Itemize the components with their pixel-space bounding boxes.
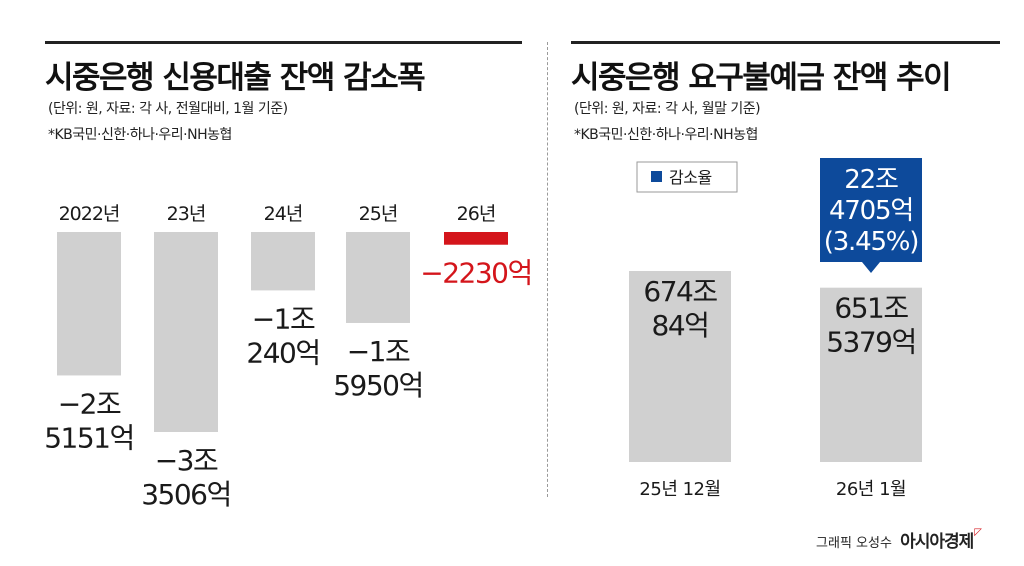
callout-pointer	[862, 262, 880, 273]
left-panel: 시중은행 신용대출 잔액 감소폭 (단위: 원, 자료: 각 사, 전월대비, …	[0, 0, 540, 510]
data-label: −1조	[347, 335, 410, 368]
legend-swatch-icon	[651, 171, 662, 182]
left-subtitle: (단위: 원, 자료: 각 사, 전월대비, 1월 기준)	[48, 101, 288, 117]
data-label: −1조	[252, 302, 315, 335]
data-label: −2조	[58, 387, 121, 420]
top-rule	[571, 41, 1000, 44]
data-label: 3506억	[141, 478, 231, 510]
callout-label: (3.45%)	[824, 227, 918, 257]
category-label: 2022년	[59, 203, 120, 225]
data-label: 5950억	[333, 369, 423, 402]
data-label: 674조	[643, 275, 717, 308]
data-label: −3조	[155, 444, 218, 477]
data-label: 5151억	[44, 421, 134, 454]
left-bar-chart: 2022년−2조5151억23년−3조3506억24년−1조240억25년−1조…	[44, 203, 533, 510]
credit-label: 그래픽 오성수	[816, 536, 892, 551]
bar	[629, 271, 731, 462]
left-note: *KB국민·신한·하나·우리·NH농협	[48, 127, 232, 143]
data-label: 651조	[834, 292, 908, 325]
category-label: 26년	[457, 203, 496, 225]
data-label: −2230억	[420, 257, 531, 290]
credit: 그래픽 오성수 아시아경제◸	[816, 527, 982, 552]
left-title: 시중은행 신용대출 잔액 감소폭	[45, 60, 426, 96]
callout-box	[820, 158, 922, 262]
callout-label: 4705억	[829, 196, 913, 226]
right-title: 시중은행 요구불예금 잔액 추이	[571, 60, 952, 96]
panel-divider	[547, 42, 548, 497]
data-label: 240억	[246, 336, 319, 369]
data-label: 84억	[652, 309, 709, 342]
brand-name: 아시아경제	[900, 532, 974, 552]
bar	[820, 287, 922, 462]
category-label: 25년	[359, 203, 398, 225]
legend-label: 감소율	[669, 168, 712, 187]
top-rule	[45, 41, 522, 44]
category-label: 24년	[264, 203, 303, 225]
category-label: 26년 1월	[836, 479, 906, 500]
brand-logo-icon: ◸	[974, 527, 982, 538]
bar	[346, 232, 410, 323]
right-panel: 시중은행 요구불예금 잔액 추이 (단위: 원, 자료: 각 사, 월말 기준)…	[555, 0, 1024, 510]
bar	[154, 232, 218, 432]
bar	[57, 232, 121, 376]
right-note: *KB국민·신한·하나·우리·NH농협	[574, 127, 758, 143]
category-label: 23년	[167, 203, 206, 225]
category-label: 25년 12월	[639, 479, 720, 500]
data-label: 5379억	[826, 326, 916, 359]
bar	[251, 232, 315, 291]
right-subtitle: (단위: 원, 자료: 각 사, 월말 기준)	[574, 101, 761, 117]
bar	[444, 232, 508, 245]
callout-label: 22조	[844, 165, 898, 195]
